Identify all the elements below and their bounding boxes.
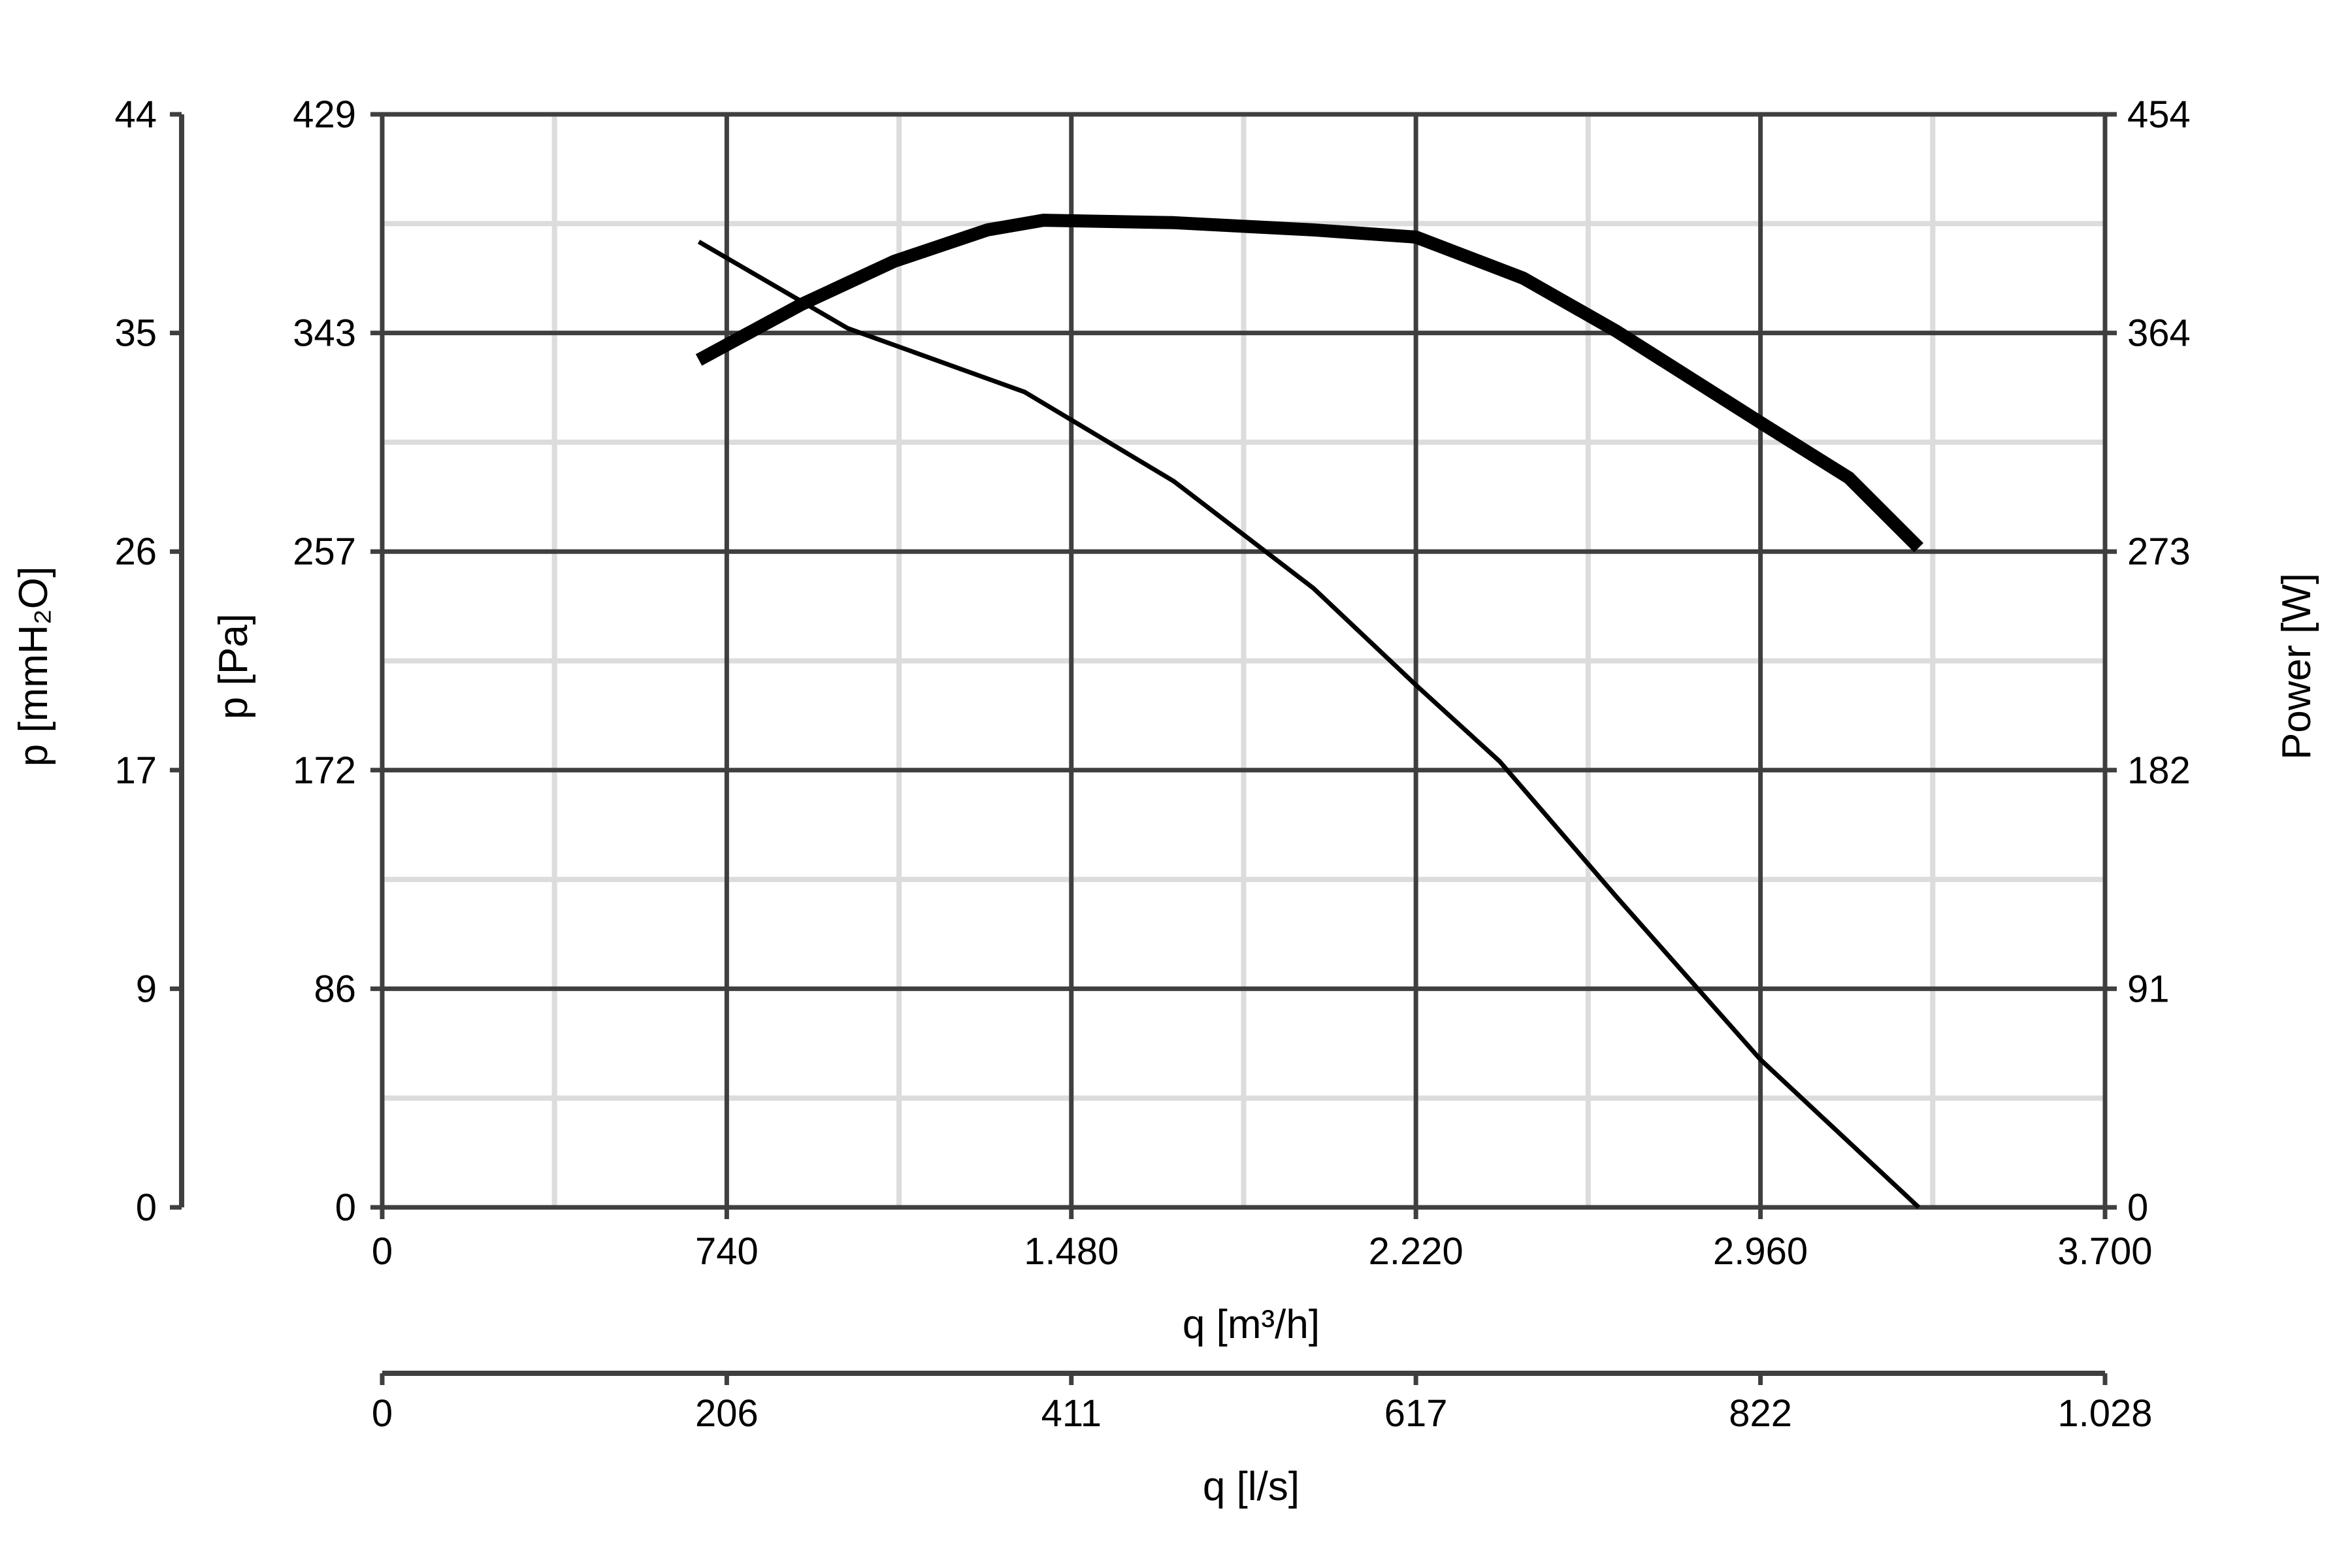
series-layer [695,214,1923,1209]
y-tick-label-mmh2o: 17 [114,749,157,792]
y-tick-label-power: 454 [2127,93,2191,136]
grid-minor [382,114,2105,1207]
y-tick-label-pa: 172 [293,749,356,792]
x-tick-label-m3h: 3.700 [2057,1230,2152,1273]
grid-major [370,112,2117,1219]
y-tick-label-power: 273 [2127,531,2191,573]
y-tick-label-mmh2o: 44 [114,93,157,136]
y-tick-label-power: 182 [2127,749,2191,792]
y-tick-label-pa: 343 [293,312,356,355]
x-tick-label-ls: 617 [1384,1392,1448,1435]
y-tick-label-power: 0 [2127,1186,2148,1229]
y-tick-label-mmh2o: 35 [114,312,157,355]
y-tick-label-pa: 0 [335,1186,356,1229]
y-tick-label-pa: 257 [293,531,356,573]
x-tick-label-m3h: 2.220 [1369,1230,1463,1273]
y-tick-label-pa: 429 [293,93,356,136]
y-axis-title-pa: p [Pa] [211,613,256,719]
x-tick-label-ls: 1.028 [2057,1392,2152,1435]
y-axis-title-mmh2o: p [mmH₂O] [11,566,56,767]
y-tick-label-power: 91 [2127,968,2170,1010]
x-tick-label-m3h: 0 [372,1230,393,1273]
power-curve [695,214,1923,553]
axes [170,112,2108,1385]
x-tick-label-ls: 0 [372,1392,393,1435]
y-tick-label-mmh2o: 9 [136,968,157,1010]
x-tick-label-ls: 822 [1729,1392,1792,1435]
x-tick-label-m3h: 740 [695,1230,759,1273]
y-axis-title-power: Power [W] [2274,573,2319,760]
x-axis-title-primary: q [m³/h] [1183,1302,1320,1347]
x-tick-label-ls: 206 [695,1392,759,1435]
pressure-curve [697,239,1921,1209]
y-tick-label-mmh2o: 0 [136,1186,157,1229]
x-tick-label-ls: 411 [1041,1392,1102,1435]
x-axis-title-secondary: q [l/s] [1203,1464,1299,1509]
y-tick-label-mmh2o: 26 [114,531,157,573]
x-tick-label-m3h: 2.960 [1713,1230,1808,1273]
y-tick-label-pa: 86 [314,968,356,1010]
x-tick-label-m3h: 1.480 [1024,1230,1119,1273]
y-tick-label-power: 364 [2127,312,2191,355]
